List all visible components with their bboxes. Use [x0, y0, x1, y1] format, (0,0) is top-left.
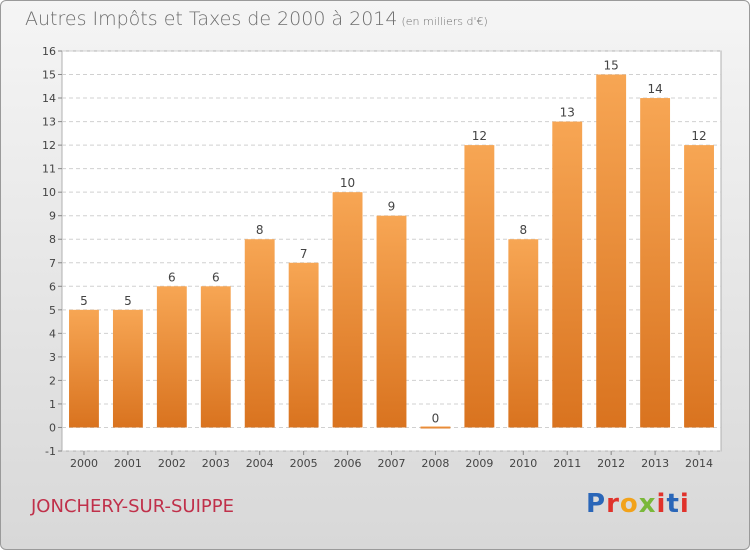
x-tick-label-2002: 2002: [158, 457, 186, 470]
data-label-2003: 6: [212, 270, 220, 284]
y-tick-label: 3: [49, 351, 56, 364]
y-tick-label: 10: [42, 186, 56, 199]
data-label-2011: 13: [560, 106, 575, 120]
bar-2000: [69, 309, 99, 428]
bar-2003: [200, 286, 231, 428]
x-tick-label-2000: 2000: [70, 457, 98, 470]
y-tick-label: 1: [49, 398, 56, 411]
bar-2011: [552, 121, 583, 428]
chart-title: Autres Impôts et Taxes de 2000 à 2014 (en…: [25, 8, 488, 30]
bar-2002: [156, 286, 187, 428]
data-label-2013: 14: [647, 82, 662, 96]
y-tick-label: 5: [49, 304, 56, 317]
bar-2001: [112, 309, 143, 428]
y-tick-label: 9: [49, 210, 56, 223]
chart-unit: (en milliers d'€): [401, 15, 488, 28]
bar-2010: [508, 239, 539, 428]
x-tick-label-2013: 2013: [641, 457, 669, 470]
data-label-2014: 12: [691, 129, 706, 143]
data-label-2007: 9: [388, 200, 396, 214]
y-tick-label: -1: [45, 445, 56, 458]
data-label-2004: 8: [256, 223, 264, 237]
bar-2013: [640, 98, 671, 428]
data-label-2008: 0: [432, 411, 440, 425]
logo-letter: i: [679, 489, 690, 519]
logo-letter: r: [606, 489, 620, 519]
logo-letter: x: [638, 489, 657, 519]
x-tick-label-2006: 2006: [334, 457, 362, 470]
data-label-2000: 5: [80, 294, 88, 308]
y-tick-label: 16: [42, 45, 56, 58]
y-tick-label: 14: [42, 92, 56, 105]
x-tick-label-2014: 2014: [685, 457, 713, 470]
bar-2004: [244, 239, 275, 428]
x-tick-label-2011: 2011: [553, 457, 581, 470]
x-axis-ticks: 2000 2001 2002 2003 2004 2005 2006 2007 2008 2009…: [70, 451, 713, 470]
x-tick-label-2010: 2010: [509, 457, 537, 470]
bars: 5 5 6 6 8 7 10 9 0 12 8 13 15 14 12: [69, 59, 714, 429]
logo-letter: t: [666, 489, 680, 519]
bar-2007: [376, 215, 407, 428]
x-tick-label-2012: 2012: [597, 457, 625, 470]
bar-2008: [420, 426, 451, 429]
y-tick-label: 11: [42, 163, 56, 176]
bar-2005: [288, 262, 319, 428]
logo-letter: o: [619, 489, 639, 519]
data-label-2010: 8: [519, 223, 527, 237]
data-label-2002: 6: [168, 270, 176, 284]
logo-letter: i: [656, 489, 667, 519]
bar-2014: [684, 145, 714, 428]
x-tick-label-2004: 2004: [246, 457, 274, 470]
data-label-2009: 12: [472, 129, 487, 143]
x-tick-label-2003: 2003: [202, 457, 230, 470]
data-label-2005: 7: [300, 247, 308, 261]
y-tick-label: 12: [42, 139, 56, 152]
x-tick-label-2001: 2001: [114, 457, 142, 470]
proxiti-logo: Proxiti: [586, 489, 690, 519]
bar-2012: [596, 74, 627, 428]
bar-2006: [332, 192, 363, 428]
data-label-2012: 15: [604, 59, 619, 73]
bar-2009: [464, 145, 495, 428]
x-tick-label-2008: 2008: [421, 457, 449, 470]
y-tick-label: 0: [49, 421, 56, 434]
data-label-2001: 5: [124, 294, 132, 308]
y-tick-label: 13: [42, 116, 56, 129]
x-tick-label-2009: 2009: [465, 457, 493, 470]
y-tick-label: 2: [49, 374, 56, 387]
y-tick-label: 6: [49, 280, 56, 293]
x-tick-label-2005: 2005: [290, 457, 318, 470]
y-tick-label: 15: [42, 69, 56, 82]
y-tick-label: 7: [49, 257, 56, 270]
chart-title-text: Autres Impôts et Taxes de 2000 à 2014: [25, 8, 398, 30]
logo-letter: P: [586, 489, 607, 519]
data-label-2006: 10: [340, 176, 355, 190]
y-tick-label: 4: [49, 327, 56, 340]
y-tick-label: 8: [49, 233, 56, 246]
town-name: JONCHERY-SUR-SUIPPE: [31, 496, 234, 517]
x-tick-label-2007: 2007: [378, 457, 406, 470]
